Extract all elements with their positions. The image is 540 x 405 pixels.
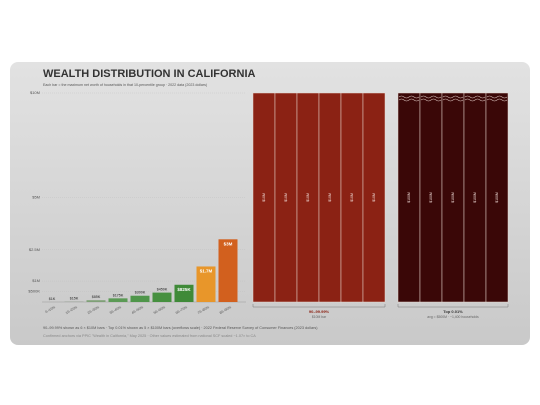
y-tick-label: $1M <box>32 278 40 283</box>
x-tick-label: 30–40% <box>109 305 122 315</box>
x-tick-label: 40–50% <box>131 305 144 315</box>
bar-label: $10M <box>284 193 288 202</box>
x-tick-label: 80–90% <box>219 305 232 315</box>
overflow-wave <box>486 95 508 99</box>
overflow-wave <box>398 95 420 99</box>
overflow-wave <box>398 98 420 102</box>
footnote: Confirmed anchors via PPIC "Wealth in Ca… <box>43 334 256 338</box>
x-tick-label: 70–80% <box>197 305 210 315</box>
bar-label: $10M <box>328 193 332 202</box>
overflow-wave <box>420 98 442 102</box>
bar-label: $100M <box>407 192 411 203</box>
group-note: avg = $500M · ~1,400 households <box>427 315 479 319</box>
bar-label: $10M <box>372 193 376 202</box>
group-label: 90–99.99% <box>309 309 330 314</box>
overflow-wave <box>442 95 464 99</box>
bar <box>174 284 194 302</box>
x-tick-label: 20–30% <box>87 305 100 315</box>
bar <box>130 295 150 302</box>
bar <box>362 92 386 303</box>
bar <box>218 239 238 302</box>
x-tick-label: 0–10% <box>45 305 56 314</box>
value-label: $300K <box>135 291 146 295</box>
bar-label: $100M <box>429 192 433 203</box>
chart-subtitle: Each bar = the maximum net worth of hous… <box>43 83 207 87</box>
bar <box>152 292 172 302</box>
bar-label: $100M <box>451 192 455 203</box>
value-label: $175K <box>113 293 124 297</box>
y-tick-label: $2.5M <box>29 247 40 252</box>
overflow-wave <box>464 95 486 99</box>
y-tick-label: $5M <box>32 195 40 200</box>
x-tick-label: 10–20% <box>65 305 78 315</box>
group-label: Top 0.01% <box>443 309 463 314</box>
group-bracket <box>397 304 509 308</box>
overflow-wave <box>420 95 442 99</box>
overflow-wave <box>442 98 464 102</box>
value-label: $1.7M <box>200 269 213 274</box>
bar-label: $10M <box>262 193 266 202</box>
value-label: $450K <box>157 288 168 292</box>
bar <box>108 298 128 302</box>
y-tick-label: $10M <box>30 90 40 95</box>
bar-label: $100M <box>495 192 499 203</box>
value-label: $1K <box>49 297 56 301</box>
value-label: $15K <box>70 297 79 301</box>
value-label: $85K <box>92 295 101 299</box>
bar-label: $100M <box>473 192 477 203</box>
value-label: $3M <box>224 241 233 246</box>
value-label: $825K <box>177 287 191 292</box>
group-bracket <box>252 304 386 308</box>
x-tick-label: 50–60% <box>153 305 166 315</box>
overflow-wave <box>464 98 486 102</box>
bar <box>86 300 106 302</box>
x-tick-label: 60–70% <box>175 305 188 315</box>
bar <box>196 266 216 302</box>
chart-title: WEALTH DISTRIBUTION IN CALIFORNIA <box>43 68 255 80</box>
bar-label: $10M <box>306 193 310 202</box>
bar <box>485 92 509 303</box>
group-note: $10M bar <box>312 315 327 319</box>
footnote: 90–99.99% shown as 6 × $10M bars · Top 0… <box>43 326 318 330</box>
overflow-wave <box>486 98 508 102</box>
bar-label: $10M <box>350 193 354 202</box>
y-tick-label: $500K <box>28 289 40 294</box>
